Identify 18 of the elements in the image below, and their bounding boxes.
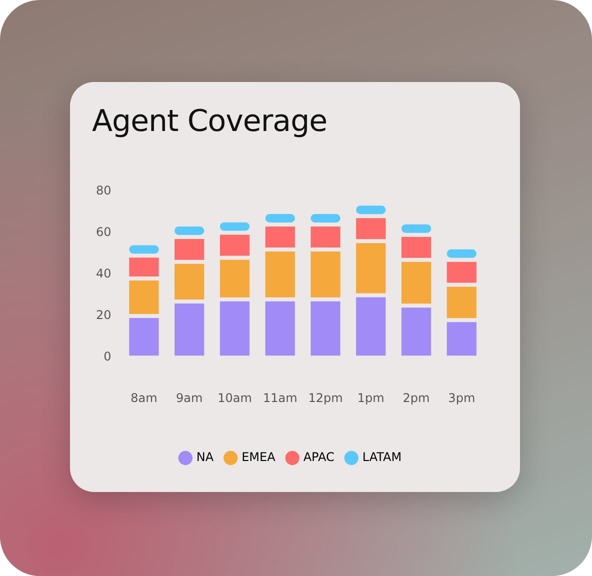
x-tick-label: 11am <box>262 390 298 405</box>
legend-label: EMEA <box>242 450 276 464</box>
chart-title: Agent Coverage <box>92 104 328 139</box>
legend-label: APAC <box>303 450 334 464</box>
legend-label: NA <box>196 450 214 464</box>
y-tick-label: 20 <box>96 308 112 322</box>
y-tick-label: 0 <box>104 350 112 364</box>
x-tick-label: 8am <box>130 390 158 405</box>
y-tick-label: 80 <box>96 183 112 198</box>
x-tick-label: 3pm <box>448 390 476 405</box>
x-tick-label: 2pm <box>402 390 430 405</box>
y-tick-label: 40 <box>96 266 112 281</box>
x-tick-label: 9am <box>176 390 203 405</box>
x-tick-label: 1pm <box>357 390 384 405</box>
y-tick-label: 60 <box>96 224 112 239</box>
x-tick-label: 10am <box>218 390 252 405</box>
x-tick-label: 12pm <box>308 390 343 405</box>
legend-label: LATAM <box>362 450 402 464</box>
